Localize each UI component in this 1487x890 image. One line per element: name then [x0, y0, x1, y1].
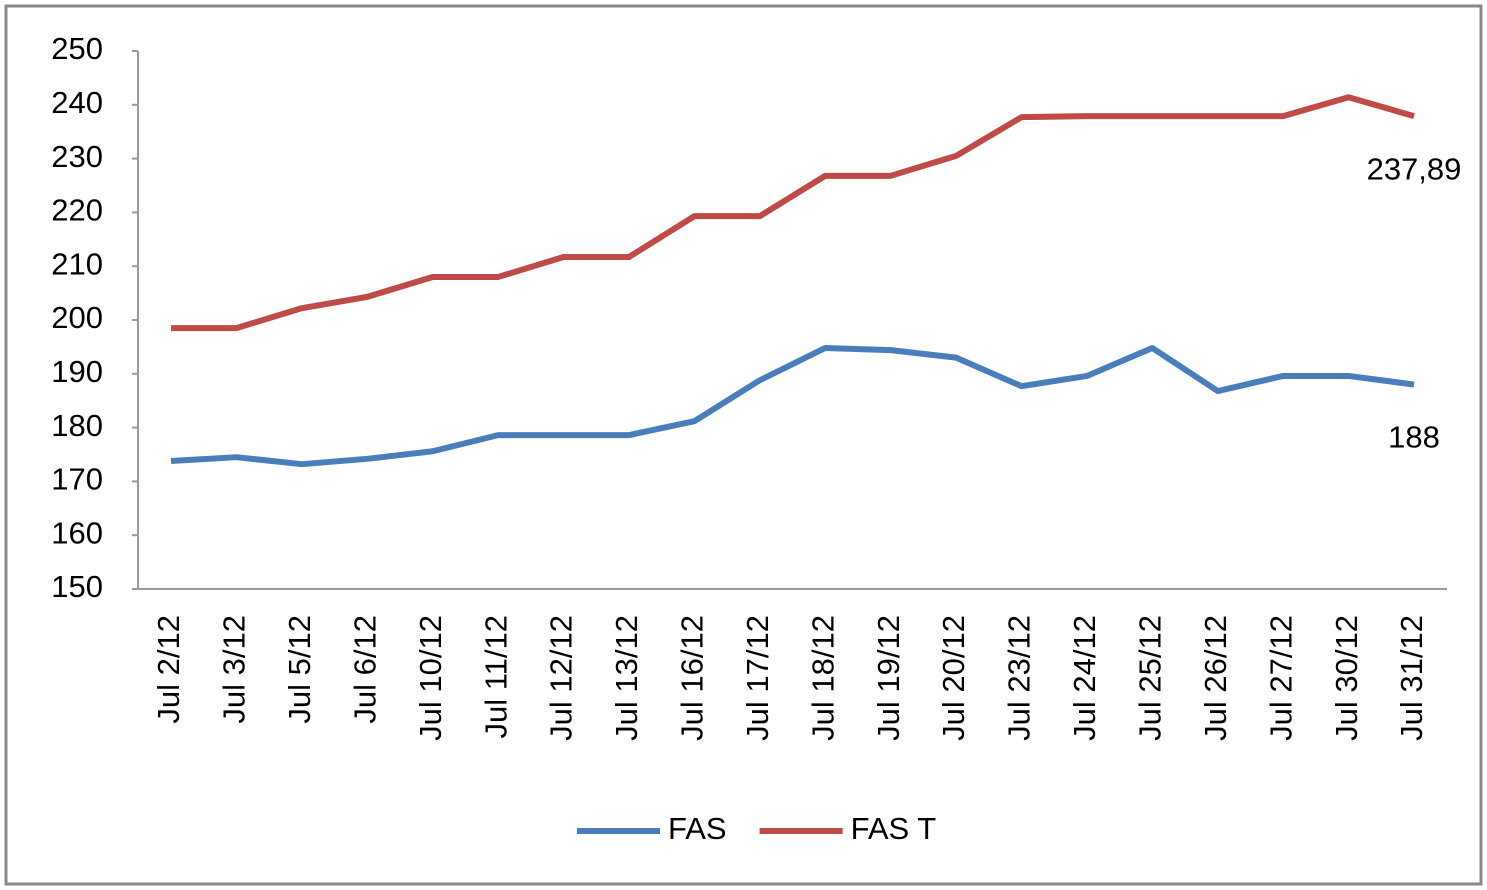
legend-label: FAS T [851, 811, 937, 846]
x-tick-label: Jul 17/12 [740, 615, 775, 741]
y-tick-label: 170 [51, 462, 103, 497]
data-label: 237,89 [1367, 151, 1462, 186]
x-tick-label: Jul 27/12 [1263, 615, 1298, 741]
y-tick-label: 230 [51, 139, 103, 174]
x-tick-label: Jul 26/12 [1198, 615, 1233, 741]
x-tick-label: Jul 20/12 [936, 615, 971, 741]
x-tick-label: Jul 2/12 [151, 615, 186, 724]
x-tick-label: Jul 30/12 [1329, 615, 1364, 741]
data-label: 188 [1388, 420, 1440, 455]
y-tick-label: 240 [51, 85, 103, 120]
y-tick-label: 200 [51, 300, 103, 335]
x-tick-label: Jul 18/12 [805, 615, 840, 741]
x-tick-label: Jul 13/12 [609, 615, 644, 741]
x-tick-label: Jul 23/12 [1002, 615, 1037, 741]
x-tick-label: Jul 31/12 [1394, 615, 1429, 741]
y-tick-label: 250 [51, 31, 103, 66]
x-tick-label: Jul 19/12 [871, 615, 906, 741]
y-tick-label: 160 [51, 515, 103, 550]
legend-label: FAS [668, 811, 727, 846]
x-tick-label: Jul 3/12 [217, 615, 252, 724]
y-tick-label: 220 [51, 193, 103, 228]
y-tick-label: 150 [51, 569, 103, 604]
series-line [170, 344, 1415, 468]
x-tick-label: Jul 11/12 [478, 615, 513, 739]
x-tick-label: Jul 12/12 [544, 615, 579, 741]
x-tick-label: Jul 16/12 [675, 615, 710, 741]
y-tick-label: 190 [51, 354, 103, 389]
chart-frame [4, 4, 1483, 886]
y-tick-label: 210 [51, 246, 103, 281]
x-tick-label: Jul 10/12 [413, 615, 448, 741]
x-tick-label: Jul 5/12 [282, 615, 317, 724]
x-tick-label: Jul 25/12 [1133, 615, 1168, 741]
y-tick-label: 180 [51, 408, 103, 443]
series-line [171, 94, 1415, 332]
x-tick-label: Jul 6/12 [347, 615, 382, 724]
x-tick-label: Jul 24/12 [1067, 615, 1102, 741]
